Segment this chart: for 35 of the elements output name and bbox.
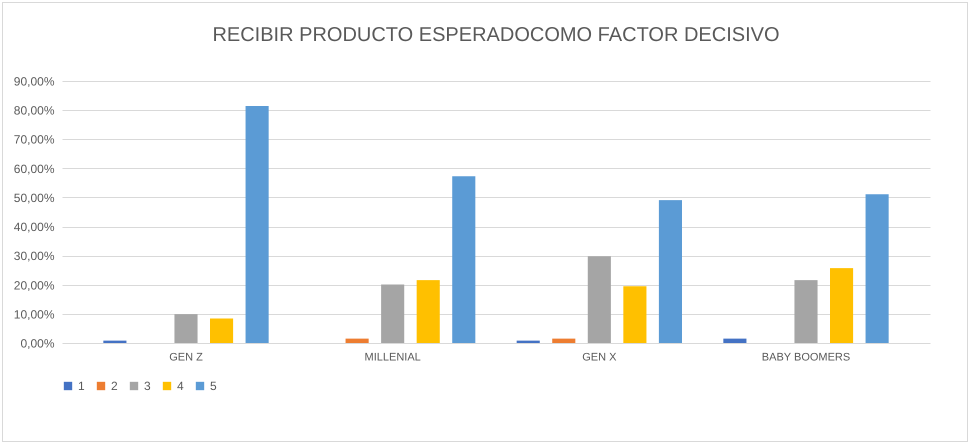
bar bbox=[416, 280, 440, 343]
y-tick-label: 0,00% bbox=[20, 336, 55, 350]
y-tick-label: 20,00% bbox=[14, 278, 55, 292]
x-tick-label: MILLENIAL bbox=[364, 352, 421, 364]
legend-label: 1 bbox=[78, 379, 85, 393]
y-tick-label: 90,00% bbox=[14, 74, 55, 88]
bar bbox=[552, 338, 576, 343]
legend-label: 2 bbox=[111, 379, 118, 393]
x-tick-label: BABY BOOMERS bbox=[762, 352, 850, 364]
bar bbox=[794, 280, 818, 343]
bar bbox=[623, 286, 646, 343]
bar bbox=[346, 338, 369, 343]
bar bbox=[174, 314, 198, 343]
bar bbox=[830, 268, 854, 343]
bar bbox=[452, 176, 476, 343]
x-tick-label: GEN Z bbox=[169, 352, 204, 364]
chart-title: RECIBIR PRODUCTO ESPERADOCOMO FACTOR DECISIVO bbox=[212, 24, 780, 46]
bar bbox=[723, 338, 746, 343]
bar bbox=[866, 194, 889, 343]
bar bbox=[658, 200, 682, 343]
y-tick-label: 10,00% bbox=[14, 307, 55, 322]
y-tick-label: 70,00% bbox=[14, 132, 55, 147]
x-tick-label: GEN X bbox=[582, 352, 618, 364]
y-tick-label: 30,00% bbox=[14, 249, 55, 264]
bar bbox=[210, 318, 234, 343]
legend-label: 3 bbox=[144, 379, 151, 393]
y-tick-label: 50,00% bbox=[14, 190, 55, 205]
bar bbox=[246, 106, 269, 343]
legend-label: 5 bbox=[210, 379, 217, 393]
legend-label: 4 bbox=[177, 379, 184, 393]
y-tick-label: 80,00% bbox=[14, 104, 55, 118]
y-tick-label: 60,00% bbox=[14, 162, 55, 176]
bar bbox=[381, 284, 404, 343]
bar bbox=[588, 256, 611, 343]
y-tick-label: 40,00% bbox=[14, 220, 55, 234]
